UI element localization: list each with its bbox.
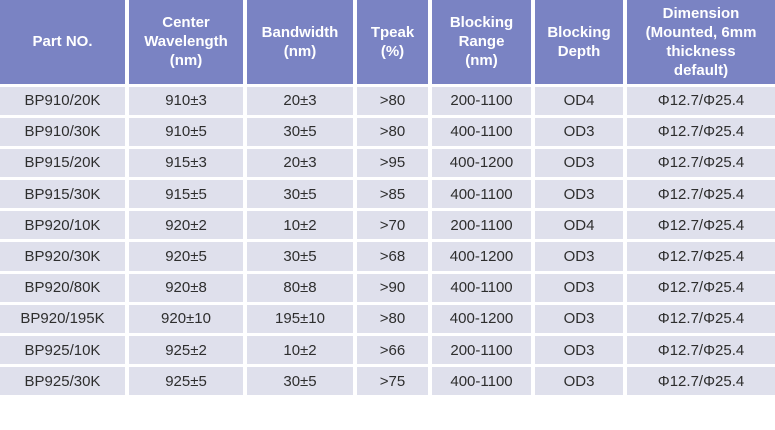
table-cell: Φ12.7/Φ25.4 bbox=[625, 272, 775, 305]
table-cell: Φ12.7/Φ25.4 bbox=[625, 240, 775, 274]
table-cell: 400-1200 bbox=[430, 303, 535, 337]
table-cell: Φ12.7/Φ25.4 bbox=[625, 334, 775, 368]
table-row: BP910/20K 910±3 20±3 >80 200-1100 OD4 Φ12.7/Φ2… bbox=[0, 85, 775, 118]
table-cell: >90 bbox=[355, 272, 432, 305]
table-cell: OD4 bbox=[533, 85, 627, 118]
table-cell: OD4 bbox=[533, 209, 627, 243]
table-cell: Φ12.7/Φ25.4 bbox=[625, 303, 775, 337]
table-cell: OD3 bbox=[533, 365, 627, 399]
table-cell: OD3 bbox=[533, 303, 627, 337]
table-row: BP920/195K 920±10 195±10 >80 400-1200 OD3 Φ12.… bbox=[0, 303, 775, 337]
table-cell: BP920/195K bbox=[0, 303, 129, 337]
table-cell: 200-1100 bbox=[430, 85, 535, 118]
column-header-bandwidth: Bandwidth (nm) bbox=[245, 0, 357, 87]
column-header-center-wavelength: Center Wavelength (nm) bbox=[127, 0, 247, 87]
table-cell: 30±5 bbox=[245, 116, 357, 149]
table-cell: OD3 bbox=[533, 116, 627, 149]
table-cell: >85 bbox=[355, 178, 432, 212]
table-cell: OD3 bbox=[533, 240, 627, 274]
table-row: BP925/30K 925±5 30±5 >75 400-1100 OD3 Φ12.7/Φ2… bbox=[0, 365, 775, 399]
table-cell: 400-1100 bbox=[430, 365, 535, 399]
table-cell: 200-1100 bbox=[430, 209, 535, 243]
table-cell: BP925/10K bbox=[0, 334, 129, 368]
table-row: BP915/30K 915±5 30±5 >85 400-1100 OD3 Φ12.7/Φ2… bbox=[0, 178, 775, 212]
table-cell: OD3 bbox=[533, 147, 627, 181]
table-header: Part NO. Center Wavelength (nm) Bandwidt… bbox=[0, 0, 775, 87]
table-cell: Φ12.7/Φ25.4 bbox=[625, 116, 775, 149]
table-cell: 80±8 bbox=[245, 272, 357, 305]
table-cell: 30±5 bbox=[245, 240, 357, 274]
table-cell: >75 bbox=[355, 365, 432, 399]
table-cell: Φ12.7/Φ25.4 bbox=[625, 365, 775, 399]
table-cell: 920±5 bbox=[127, 240, 247, 274]
table-cell: 920±8 bbox=[127, 272, 247, 305]
table-cell: >80 bbox=[355, 116, 432, 149]
table-cell: 925±5 bbox=[127, 365, 247, 399]
table-cell: >68 bbox=[355, 240, 432, 274]
table-cell: 400-1200 bbox=[430, 240, 535, 274]
table-cell: Φ12.7/Φ25.4 bbox=[625, 178, 775, 212]
table-cell: >66 bbox=[355, 334, 432, 368]
table-cell: >80 bbox=[355, 303, 432, 337]
column-header-dimension: Dimension (Mounted, 6mm thickness defaul… bbox=[625, 0, 775, 87]
table-cell: Φ12.7/Φ25.4 bbox=[625, 209, 775, 243]
table-cell: 400-1100 bbox=[430, 178, 535, 212]
table-cell: 20±3 bbox=[245, 147, 357, 181]
table-cell: 200-1100 bbox=[430, 334, 535, 368]
table-cell: BP920/10K bbox=[0, 209, 129, 243]
table-cell: 915±3 bbox=[127, 147, 247, 181]
table-cell: BP920/30K bbox=[0, 240, 129, 274]
column-header-tpeak: Tpeak (%) bbox=[355, 0, 432, 87]
table-cell: 10±2 bbox=[245, 334, 357, 368]
table-body: BP910/20K 910±3 20±3 >80 200-1100 OD4 Φ12.7/Φ2… bbox=[0, 85, 775, 399]
table-row: BP920/10K 920±2 10±2 >70 200-1100 OD4 Φ12.7/Φ2… bbox=[0, 209, 775, 243]
table-cell: 195±10 bbox=[245, 303, 357, 337]
table-cell: 30±5 bbox=[245, 365, 357, 399]
table-cell: BP925/30K bbox=[0, 365, 129, 399]
table-cell: >95 bbox=[355, 147, 432, 181]
table-cell: 920±10 bbox=[127, 303, 247, 337]
table-cell: BP915/20K bbox=[0, 147, 129, 181]
table-cell: 20±3 bbox=[245, 85, 357, 118]
table-cell: 400-1100 bbox=[430, 116, 535, 149]
spec-table: Part NO. Center Wavelength (nm) Bandwidt… bbox=[0, 0, 775, 399]
table-cell: 30±5 bbox=[245, 178, 357, 212]
table-cell: >80 bbox=[355, 85, 432, 118]
table-cell: 910±5 bbox=[127, 116, 247, 149]
table-row: BP915/20K 915±3 20±3 >95 400-1200 OD3 Φ12.7/Φ2… bbox=[0, 147, 775, 181]
table-cell: 925±2 bbox=[127, 334, 247, 368]
table-cell: BP920/80K bbox=[0, 272, 129, 305]
table-cell: 915±5 bbox=[127, 178, 247, 212]
table-cell: 910±3 bbox=[127, 85, 247, 118]
table-cell: BP910/30K bbox=[0, 116, 129, 149]
table-cell: 920±2 bbox=[127, 209, 247, 243]
table-cell: Φ12.7/Φ25.4 bbox=[625, 85, 775, 118]
column-header-part-no: Part NO. bbox=[0, 0, 129, 87]
table-row: BP925/10K 925±2 10±2 >66 200-1100 OD3 Φ12.7/Φ2… bbox=[0, 334, 775, 368]
table-cell: >70 bbox=[355, 209, 432, 243]
table-cell: 400-1100 bbox=[430, 272, 535, 305]
column-header-blocking-range: Blocking Range (nm) bbox=[430, 0, 535, 87]
table-cell: 10±2 bbox=[245, 209, 357, 243]
table-cell: Φ12.7/Φ25.4 bbox=[625, 147, 775, 181]
table-row: BP910/30K 910±5 30±5 >80 400-1100 OD3 Φ12.7/Φ2… bbox=[0, 116, 775, 149]
table-row: BP920/30K 920±5 30±5 >68 400-1200 OD3 Φ12.7/Φ2… bbox=[0, 240, 775, 274]
table-cell: OD3 bbox=[533, 178, 627, 212]
table-cell: BP910/20K bbox=[0, 85, 129, 118]
header-row: Part NO. Center Wavelength (nm) Bandwidt… bbox=[0, 0, 775, 87]
column-header-blocking-depth: Blocking Depth bbox=[533, 0, 627, 87]
table-cell: OD3 bbox=[533, 272, 627, 305]
table-cell: 400-1200 bbox=[430, 147, 535, 181]
table-cell: BP915/30K bbox=[0, 178, 129, 212]
table-cell: OD3 bbox=[533, 334, 627, 368]
table-row: BP920/80K 920±8 80±8 >90 400-1100 OD3 Φ12.7/Φ2… bbox=[0, 272, 775, 305]
